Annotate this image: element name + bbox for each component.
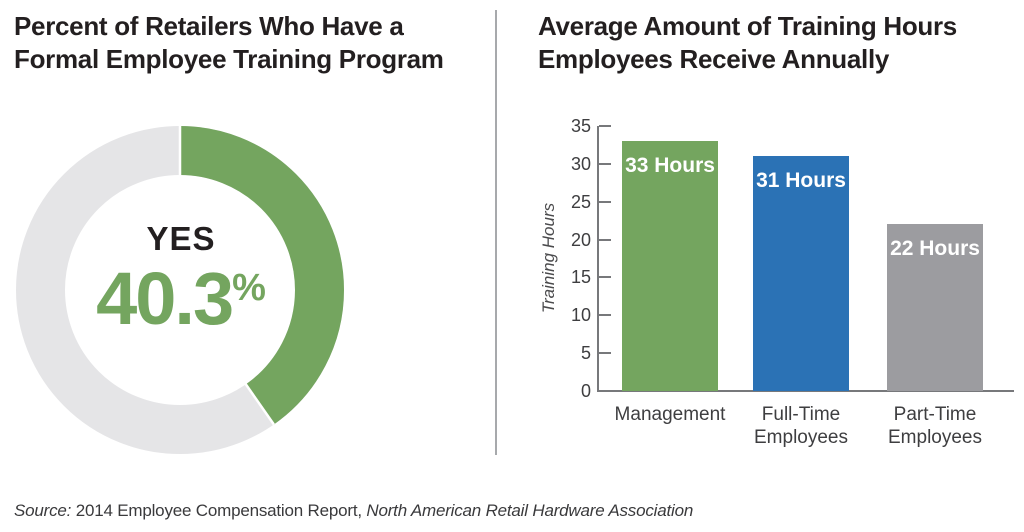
y-tick	[599, 238, 611, 241]
y-tick	[599, 352, 611, 355]
donut-center-label: YES	[146, 220, 216, 257]
bar-management-value-label: 33 Hours	[625, 154, 715, 178]
y-tick-label: 10	[570, 305, 591, 326]
left-chart-title-line1: Percent of Retailers Who Have a	[14, 11, 404, 41]
y-axis-line	[597, 126, 599, 391]
left-chart-title-line2: Formal Employee Training Program	[14, 44, 444, 74]
donut-chart	[16, 126, 344, 454]
y-tick-label: 5	[580, 343, 591, 364]
y-axis-title: Training Hours	[539, 202, 558, 314]
source-prefix: Source:	[14, 501, 72, 520]
x-label-full-time: Full-Time Employees	[754, 404, 848, 448]
bar-part-time: 22 Hours	[887, 224, 983, 391]
y-tick	[599, 162, 611, 165]
y-tick	[599, 276, 611, 279]
y-tick-label: 30	[570, 153, 591, 174]
right-chart-title-line2: Employees Receive Annually	[538, 44, 890, 74]
donut-separator-end	[178, 289, 275, 426]
y-tick	[599, 390, 611, 392]
bar-plot: 33 Hours 31 Hours 22 Hours	[597, 126, 1014, 391]
donut-value-number: 40.3	[96, 257, 234, 340]
y-tick	[599, 314, 611, 317]
y-tick-label: 20	[570, 229, 591, 250]
y-tick-label: 25	[570, 191, 591, 212]
right-chart-title: Average Amount of Training Hours Employe…	[538, 10, 957, 76]
source-report: 2014 Employee Compensation Report,	[71, 501, 367, 520]
bar-management: 33 Hours	[622, 141, 718, 391]
x-label-part-time: Part-Time Employees	[888, 404, 982, 448]
y-tick	[599, 125, 611, 127]
percent-sign: %	[232, 267, 266, 309]
source-association: North American Retail Hardware Associati…	[366, 501, 694, 520]
panel-divider	[495, 10, 497, 455]
bar-full-time-value-label: 31 Hours	[756, 169, 846, 193]
bar-full-time: 31 Hours	[753, 156, 849, 391]
left-chart-title: Percent of Retailers Who Have a Formal E…	[14, 10, 444, 76]
y-tick-label: 0	[580, 381, 591, 401]
y-tick-label: 15	[570, 267, 591, 288]
donut-center-text: YES 40.3%	[96, 220, 266, 336]
x-axis-line	[597, 390, 1014, 392]
source-citation: Source: 2014 Employee Compensation Repor…	[14, 501, 693, 521]
y-tick	[599, 200, 611, 203]
x-label-management: Management	[614, 404, 726, 425]
right-chart-title-line1: Average Amount of Training Hours	[538, 11, 957, 41]
y-tick-label: 35	[570, 116, 591, 136]
donut-center-value: 40.3%	[96, 256, 266, 336]
bar-part-time-value-label: 22 Hours	[890, 237, 980, 261]
